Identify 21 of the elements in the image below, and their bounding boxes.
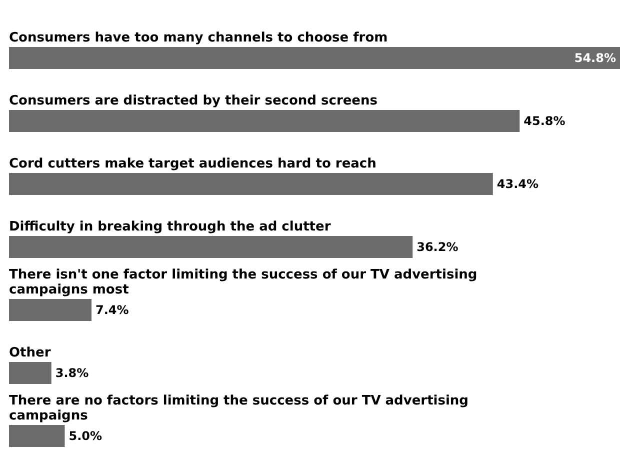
bar [9, 362, 52, 384]
bar [9, 425, 65, 447]
data-label: 43.4% [496, 177, 539, 191]
y-tick-label: Cord cutters make target audiences hard to reach [9, 156, 376, 172]
bar [9, 236, 413, 258]
y-tick-label: Consumers are distracted by their second screens [9, 94, 378, 108]
bar [9, 173, 493, 195]
bar [9, 299, 92, 321]
data-label: 54.8% [574, 51, 616, 65]
y-tick-label: Other [9, 346, 52, 360]
y-tick-label: Difficulty in breaking through the ad clutter [9, 220, 332, 234]
bar [9, 47, 620, 69]
data-label: 5.0% [68, 429, 102, 443]
y-tick-label: There are no factors limiting the success of our TV advertising campaigns [9, 394, 468, 424]
data-label: 7.4% [96, 303, 129, 317]
bar [9, 110, 520, 132]
data-label: 3.8% [55, 366, 89, 380]
y-tick-label: There isn't one factor limiting the success of our TV advertising campaigns most [9, 268, 478, 298]
y-tick-label: Consumers have too many channels to choose from [9, 30, 388, 46]
data-label: 36.2% [416, 240, 458, 254]
data-label: 45.8% [524, 114, 566, 128]
